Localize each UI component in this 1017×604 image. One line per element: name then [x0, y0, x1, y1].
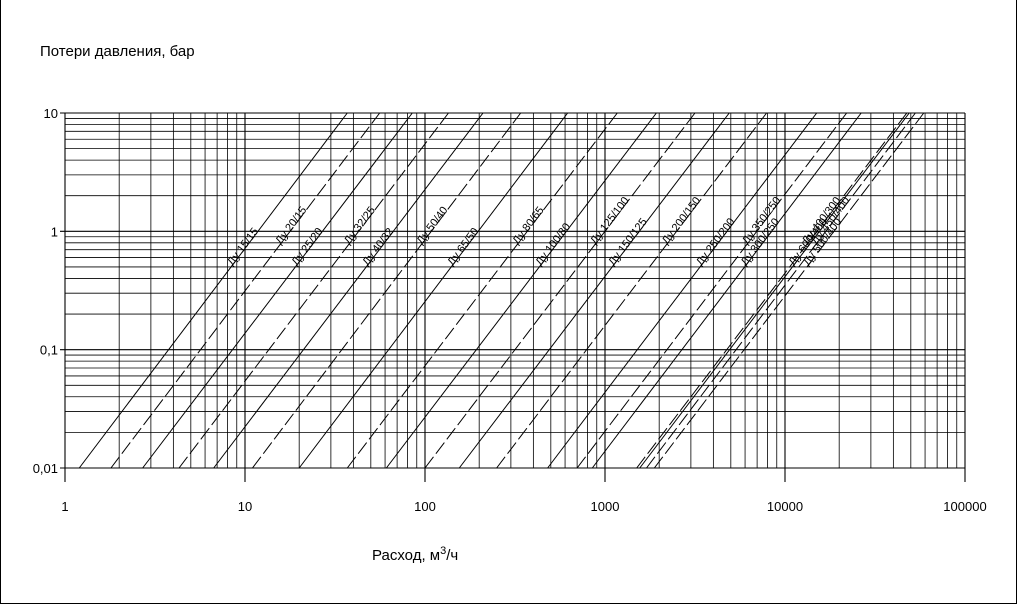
- series-line: [424, 112, 696, 469]
- series-label: Ду 65/50: [445, 226, 481, 268]
- x-tick-label: 1: [61, 499, 68, 514]
- x-tick-label: 1000: [591, 499, 620, 514]
- series-line: [213, 112, 484, 469]
- series-label: Ду 32/25: [342, 205, 378, 247]
- x-axis-label-sup: 3: [440, 545, 447, 557]
- series-label: Ду 25/20: [289, 226, 325, 268]
- series-line: [591, 112, 862, 469]
- series-line: [346, 112, 618, 469]
- series-line: [178, 112, 449, 469]
- series-line: [653, 112, 925, 469]
- y-tick-label: 10: [44, 106, 58, 121]
- series-label: Ду 80/65: [511, 205, 547, 247]
- y-tick-label: 0,01: [33, 461, 58, 476]
- series-line: [636, 112, 908, 469]
- series-label: Ду 40/32: [360, 226, 396, 268]
- series-line: [110, 112, 381, 469]
- series-line: [142, 112, 413, 469]
- series-line: [78, 112, 348, 469]
- x-tick-label: 100: [414, 499, 436, 514]
- series-label: Ду 100/80: [533, 221, 573, 268]
- series-label: Ду 50/40: [415, 205, 451, 247]
- series-line: [547, 112, 818, 469]
- series-label: Ду 200/150: [660, 195, 703, 247]
- y-tick-label: 1: [51, 224, 58, 239]
- series-line: [496, 112, 767, 469]
- x-axis-label: Расход, м3/ч: [372, 545, 458, 564]
- series-line: [458, 112, 730, 469]
- y-tick-label: 0,1: [40, 343, 58, 358]
- series-line: [639, 112, 910, 469]
- x-tick-label: 10000: [767, 499, 803, 514]
- series-line: [576, 112, 848, 469]
- y-axis-label: Потери давления, бар: [40, 43, 195, 60]
- x-axis-label-tail: /ч: [446, 547, 459, 564]
- series-label: Ду 15/15: [225, 226, 261, 268]
- series-line: [298, 112, 569, 469]
- series-line: [646, 112, 916, 469]
- x-tick-label: 100000: [943, 499, 986, 514]
- x-tick-label: 10: [238, 499, 252, 514]
- series-line: [252, 112, 522, 469]
- x-axis-label-base: Расход, м: [372, 547, 441, 564]
- series-line: [385, 112, 657, 469]
